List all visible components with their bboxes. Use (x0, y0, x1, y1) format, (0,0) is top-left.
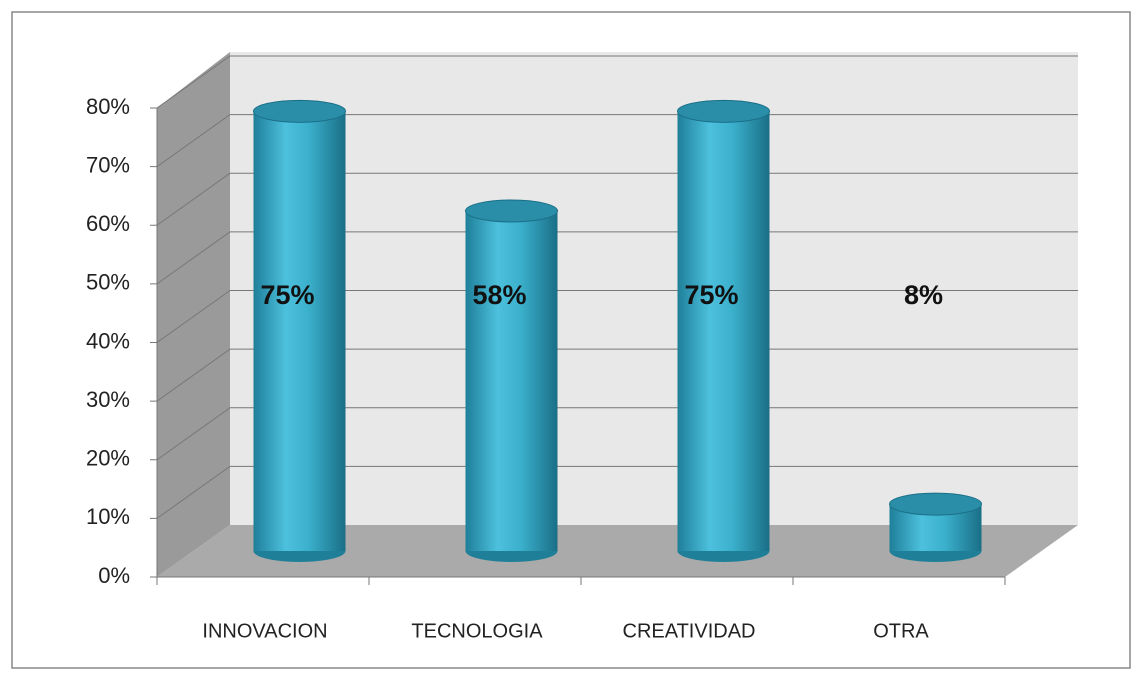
value-label: 75% (260, 280, 314, 310)
grid-line (156, 290, 1078, 343)
x-tick-label: OTRA (873, 620, 929, 642)
grid-line (156, 407, 1078, 461)
y-tick-label: 40% (86, 328, 130, 353)
value-label: 58% (472, 280, 526, 310)
bar-top (677, 99, 770, 123)
side-wall (157, 52, 230, 577)
grid-line (156, 231, 1078, 285)
bar (253, 111, 346, 551)
grid-line (156, 172, 1078, 226)
y-tick-label: 0% (98, 563, 130, 588)
bar (677, 111, 770, 551)
bar (465, 210, 558, 551)
bar-top (889, 492, 982, 516)
x-tick-label: INNOVACION (202, 620, 327, 642)
value-label: 8% (904, 280, 943, 310)
grid-line (156, 55, 1078, 109)
bar-top (465, 199, 558, 223)
back-wall (230, 52, 1078, 525)
y-tick-label: 30% (86, 387, 130, 412)
grid-line (156, 114, 1078, 168)
y-tick-label: 60% (86, 211, 130, 236)
x-tick-label: CREATIVIDAD (623, 620, 756, 642)
y-tick-label: 10% (86, 504, 130, 529)
grid-line (156, 348, 1078, 402)
bar-top (253, 99, 346, 123)
x-tick-label: TECNOLOGIA (411, 620, 543, 642)
y-tick-label: 20% (86, 446, 130, 471)
y-tick-label: 80% (86, 94, 130, 119)
y-tick-label: 50% (86, 270, 130, 295)
value-label: 75% (684, 280, 738, 310)
floor (157, 525, 1078, 577)
grid-line (156, 465, 1078, 519)
y-tick-label: 70% (86, 152, 130, 177)
